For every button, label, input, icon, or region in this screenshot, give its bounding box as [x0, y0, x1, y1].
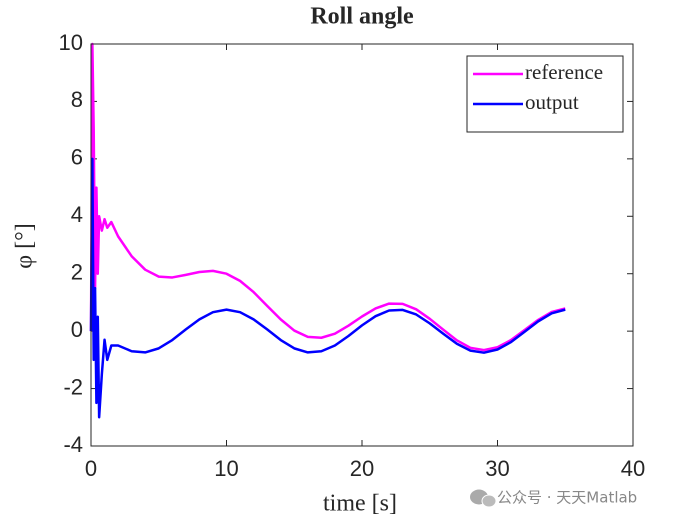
y-tick-label: 0 — [71, 317, 83, 342]
plot-frame — [90, 43, 634, 447]
y-tick-label: 4 — [71, 202, 83, 227]
y-tick-label: -4 — [63, 432, 83, 457]
y-tick-label: 6 — [71, 145, 83, 170]
watermark: 公众号 · 天天Matlab — [497, 489, 637, 507]
legend: reference output — [466, 55, 624, 133]
chart-title: Roll angle — [310, 4, 414, 30]
y-tick-label: 10 — [59, 30, 83, 55]
x-tick-label: 30 — [485, 456, 509, 481]
x-tick-label: 40 — [621, 456, 645, 481]
legend-label: reference — [525, 60, 603, 84]
legend-label: output — [525, 90, 579, 114]
x-axis-label: time [s] — [323, 491, 397, 517]
series-line — [89, 42, 566, 352]
series-line — [89, 157, 566, 419]
x-tick-label: 0 — [85, 456, 97, 481]
y-tick-label: 2 — [71, 260, 83, 285]
y-tick-label: -2 — [63, 374, 83, 399]
legend-box — [466, 55, 624, 133]
watermark-icon — [470, 489, 497, 508]
x-tick-label: 20 — [350, 456, 374, 481]
y-tick-label: 8 — [71, 87, 83, 112]
y-axis-label: φ [°] — [12, 223, 38, 268]
x-tick-label: 10 — [214, 456, 238, 481]
